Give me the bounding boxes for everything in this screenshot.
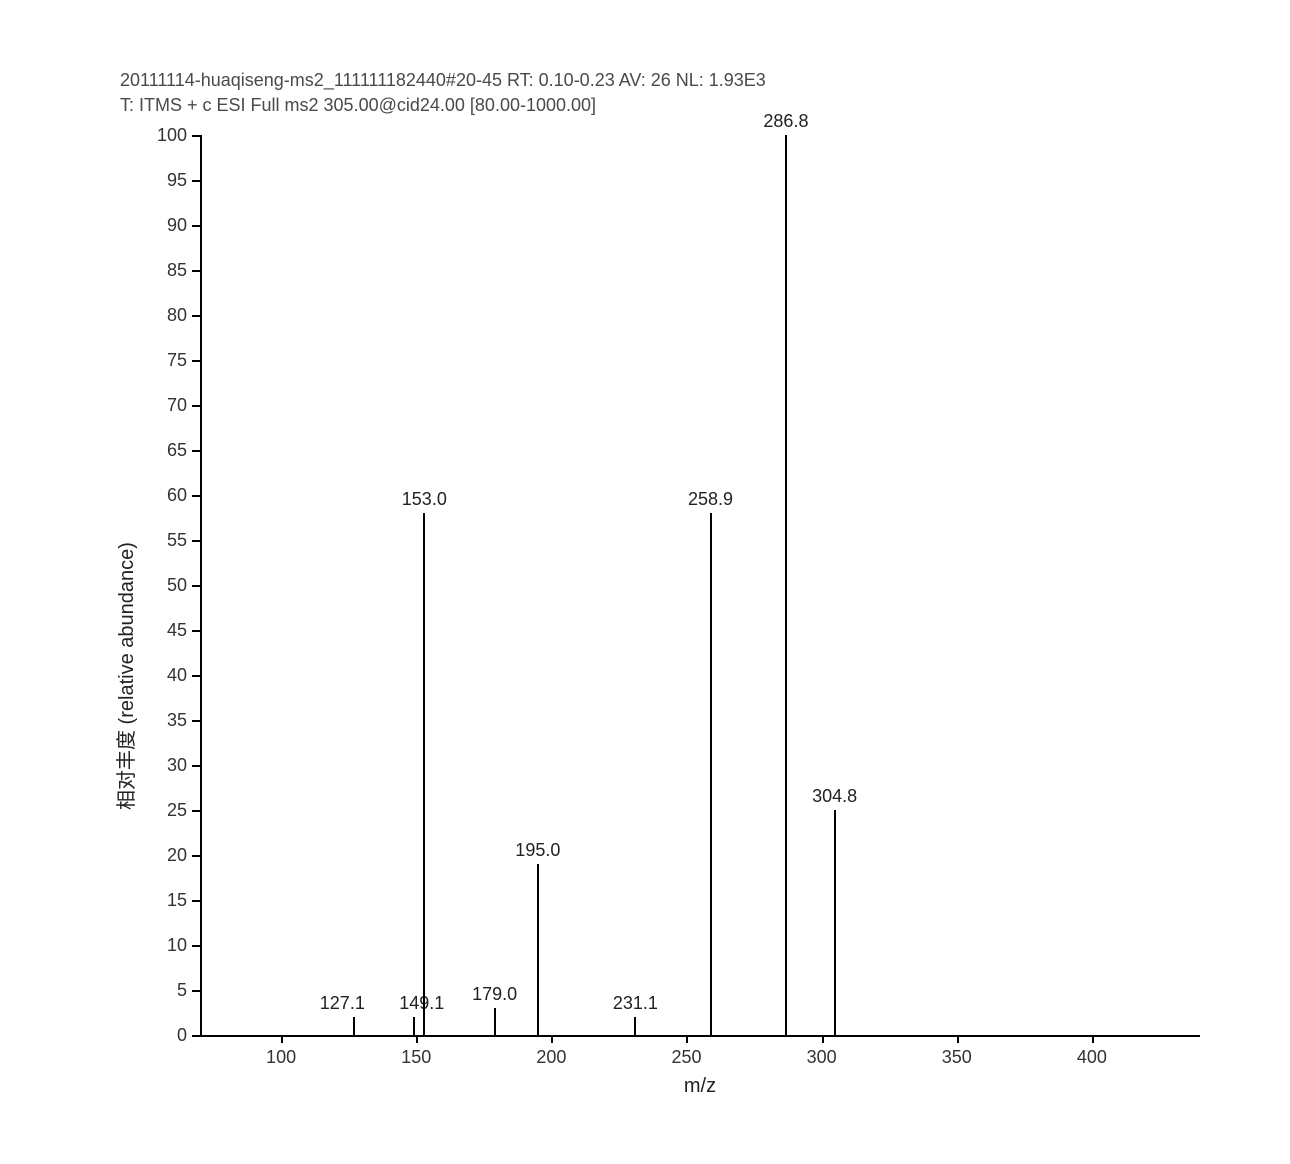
- y-tick: [192, 225, 200, 227]
- y-tick: [192, 135, 200, 137]
- y-tick: [192, 585, 200, 587]
- peak-label: 127.1: [320, 993, 365, 1014]
- spectrum-peak: [634, 1017, 636, 1035]
- y-tick-label: 40: [145, 665, 187, 686]
- y-tick: [192, 855, 200, 857]
- y-tick-label: 55: [145, 530, 187, 551]
- peak-label: 286.8: [763, 111, 808, 132]
- header-line-1: 20111114-huaqiseng-ms2_111111182440#20-4…: [120, 70, 766, 91]
- y-tick-label: 70: [145, 395, 187, 416]
- plot-area: 0510152025303540455055606570758085909510…: [200, 135, 1200, 1035]
- y-tick-label: 85: [145, 260, 187, 281]
- y-tick-label: 100: [145, 125, 187, 146]
- x-tick: [281, 1035, 283, 1043]
- y-tick: [192, 1035, 200, 1037]
- y-tick-label: 35: [145, 710, 187, 731]
- y-tick-label: 5: [145, 980, 187, 1001]
- y-tick-label: 20: [145, 845, 187, 866]
- peak-label: 195.0: [515, 840, 560, 861]
- y-tick: [192, 495, 200, 497]
- y-tick-label: 15: [145, 890, 187, 911]
- y-tick: [192, 810, 200, 812]
- spectrum-peak: [413, 1017, 415, 1035]
- y-axis: [200, 135, 202, 1035]
- y-tick-label: 45: [145, 620, 187, 641]
- x-tick-label: 400: [1077, 1047, 1107, 1068]
- x-tick-label: 100: [266, 1047, 296, 1068]
- y-tick-label: 80: [145, 305, 187, 326]
- x-tick-label: 350: [942, 1047, 972, 1068]
- y-tick: [192, 180, 200, 182]
- y-tick-label: 0: [145, 1025, 187, 1046]
- y-tick: [192, 540, 200, 542]
- y-tick-label: 60: [145, 485, 187, 506]
- y-tick: [192, 450, 200, 452]
- y-tick: [192, 675, 200, 677]
- x-tick-label: 200: [536, 1047, 566, 1068]
- x-tick: [686, 1035, 688, 1043]
- peak-label: 258.9: [688, 489, 733, 510]
- spectrum-peak: [423, 513, 425, 1035]
- x-tick: [416, 1035, 418, 1043]
- spectrum-peak: [834, 810, 836, 1035]
- x-tick: [1092, 1035, 1094, 1043]
- x-axis: [200, 1035, 1200, 1037]
- y-tick: [192, 900, 200, 902]
- header-line-2: T: ITMS + c ESI Full ms2 305.00@cid24.00…: [120, 95, 596, 116]
- y-tick-label: 75: [145, 350, 187, 371]
- spectrum-peak: [494, 1008, 496, 1035]
- y-tick: [192, 270, 200, 272]
- y-axis-label: 相对丰度 (relative abundance): [110, 542, 139, 810]
- peak-label: 231.1: [613, 993, 658, 1014]
- x-tick: [822, 1035, 824, 1043]
- spectrum-peak: [785, 135, 787, 1035]
- y-tick-label: 25: [145, 800, 187, 821]
- spectrum-peak: [537, 864, 539, 1035]
- y-tick-label: 10: [145, 935, 187, 956]
- y-tick-label: 65: [145, 440, 187, 461]
- y-tick-label: 30: [145, 755, 187, 776]
- peak-label: 179.0: [472, 984, 517, 1005]
- x-tick-label: 300: [807, 1047, 837, 1068]
- x-tick-label: 150: [401, 1047, 431, 1068]
- peak-label: 304.8: [812, 786, 857, 807]
- y-tick-label: 90: [145, 215, 187, 236]
- y-tick: [192, 765, 200, 767]
- spectrum-peak: [353, 1017, 355, 1035]
- y-tick: [192, 720, 200, 722]
- y-tick: [192, 630, 200, 632]
- y-tick: [192, 315, 200, 317]
- peak-label: 153.0: [402, 489, 447, 510]
- y-tick: [192, 990, 200, 992]
- x-tick: [551, 1035, 553, 1043]
- peak-label: 149.1: [399, 993, 444, 1014]
- spectrum-peak: [710, 513, 712, 1035]
- chart-container: 20111114-huaqiseng-ms2_111111182440#20-4…: [0, 0, 1290, 1164]
- y-tick: [192, 360, 200, 362]
- x-axis-label: m/z: [684, 1075, 716, 1098]
- y-tick-label: 50: [145, 575, 187, 596]
- y-tick-label: 95: [145, 170, 187, 191]
- x-tick-label: 250: [671, 1047, 701, 1068]
- y-tick: [192, 405, 200, 407]
- y-tick: [192, 945, 200, 947]
- x-tick: [957, 1035, 959, 1043]
